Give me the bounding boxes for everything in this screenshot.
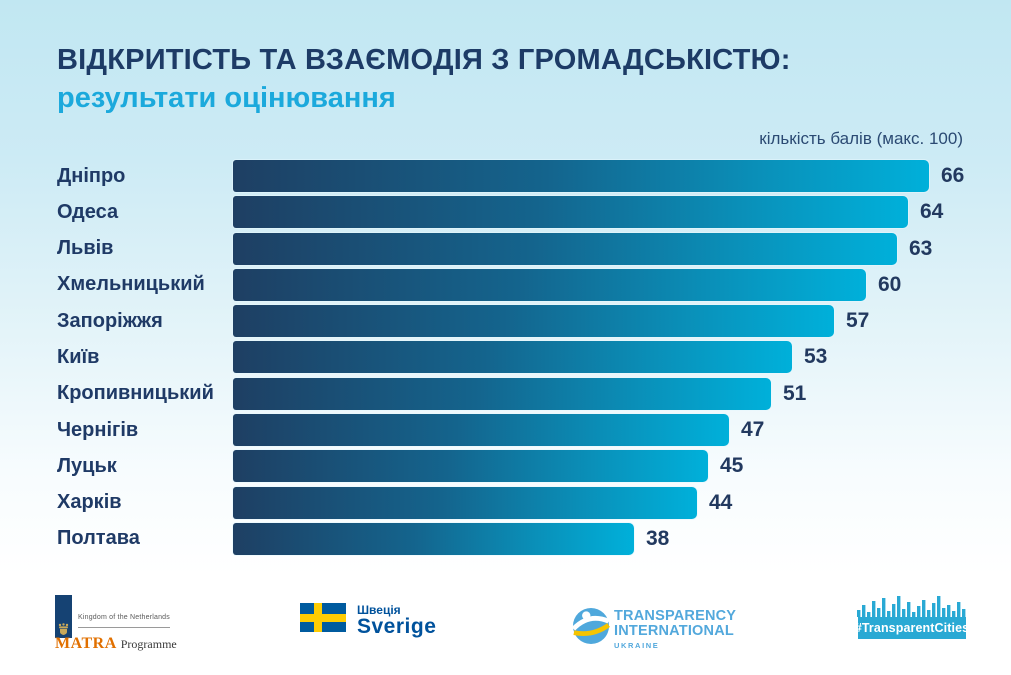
bar-row: Львів 63 <box>57 232 1011 265</box>
bar-row: Чернігів 47 <box>57 414 1011 447</box>
matra-kingdom-text: Kingdom of the Netherlands <box>78 614 170 621</box>
bar <box>233 196 908 229</box>
footer-logo-strip: Kingdom of the Netherlands MATRA Program… <box>0 575 1011 675</box>
bar-label: Луцьк <box>57 454 117 477</box>
page-subtitle: результати оцінювання <box>57 82 396 114</box>
ti-globe-icon <box>572 607 610 645</box>
ti-line1: TRANSPARENCY <box>614 608 737 624</box>
bar <box>233 450 708 483</box>
netherlands-crest-icon <box>58 623 69 635</box>
ti-wordmark: TRANSPARENCY INTERNATIONAL UKRAINE <box>614 608 737 651</box>
ti-line2: INTERNATIONAL <box>614 623 734 639</box>
flag-cross-horizontal <box>300 613 346 622</box>
transparent-cities-label: #TransparentCities <box>854 621 970 635</box>
bar <box>233 160 929 192</box>
ti-line3: UKRAINE <box>614 641 660 650</box>
bar-label: Дніпро <box>57 164 126 187</box>
city-skyline-icon <box>857 596 966 617</box>
bar-value: 53 <box>804 345 828 369</box>
bar-label: Запоріжжя <box>57 309 163 332</box>
bar-row: Полтава 38 <box>57 522 1011 555</box>
sweden-name: Sverige <box>357 615 437 638</box>
bar <box>233 341 792 374</box>
bar <box>233 414 729 447</box>
sweden-flag-icon <box>300 603 346 632</box>
sweden-name-ukrainian: Швеція <box>357 603 401 617</box>
bar-label: Кропивницький <box>57 382 214 405</box>
bar-chart: Дніпро 66 Одеса 64 Львів 63 Хмельницький 60 Запо… <box>57 160 1011 559</box>
matra-divider <box>78 627 170 628</box>
bar-row: Хмельницький 60 <box>57 268 1011 301</box>
bar-value: 44 <box>709 490 733 514</box>
bar-value: 63 <box>909 236 933 260</box>
bar-row: Київ 53 <box>57 341 1011 374</box>
bar-value: 60 <box>878 272 902 296</box>
matra-name: MATRA <box>55 635 117 652</box>
bar-row: Запоріжжя 57 <box>57 305 1011 338</box>
bar-label: Чернігів <box>57 418 139 441</box>
bar-row: Одеса 64 <box>57 196 1011 229</box>
bar-value: 66 <box>941 164 965 187</box>
bar <box>233 486 697 519</box>
bar <box>233 377 771 410</box>
bar-label: Київ <box>57 345 100 368</box>
netherlands-emblem-bar <box>55 595 72 638</box>
bar <box>233 305 834 338</box>
matra-netherlands-logo: Kingdom of the Netherlands MATRA Program… <box>55 575 225 675</box>
bar-row: Луцьк 45 <box>57 450 1011 483</box>
bar <box>233 522 634 555</box>
transparency-international-logo: TRANSPARENCY INTERNATIONAL UKRAINE <box>572 575 742 675</box>
transparent-cities-logo: #TransparentCities <box>854 575 970 675</box>
sweden-logo: Швеція Sverige <box>300 575 460 675</box>
bar-row: Дніпро 66 <box>57 160 1011 192</box>
bar-value: 51 <box>783 381 807 405</box>
bar-label: Львів <box>57 237 114 260</box>
bar-value: 64 <box>920 200 944 224</box>
bar <box>233 268 866 301</box>
bar-value: 57 <box>846 309 870 333</box>
bar-label: Полтава <box>57 527 140 550</box>
page-title: ВІДКРИТІСТЬ ТА ВЗАЄМОДІЯ З ГРОМАДСЬКІСТЮ… <box>57 44 791 76</box>
bar-label: Харків <box>57 491 122 514</box>
chart-area: ВІДКРИТІСТЬ ТА ВЗАЄМОДІЯ З ГРОМАДСЬКІСТЮ… <box>0 0 1011 575</box>
bar <box>233 232 897 265</box>
bar-row: Кропивницький 51 <box>57 377 1011 410</box>
bar-value: 47 <box>741 418 765 442</box>
matra-programme: Programme <box>120 637 177 651</box>
bar-row: Харків 44 <box>57 486 1011 519</box>
bar-value: 38 <box>646 526 670 550</box>
transparent-cities-banner: #TransparentCities <box>854 617 970 639</box>
bar-value: 45 <box>720 454 744 478</box>
matra-programme-text: MATRA Programme <box>55 635 177 653</box>
axis-note: кількість балів (макс. 100) <box>759 129 963 148</box>
bar-label: Одеса <box>57 200 119 223</box>
bar-label: Хмельницький <box>57 273 205 296</box>
